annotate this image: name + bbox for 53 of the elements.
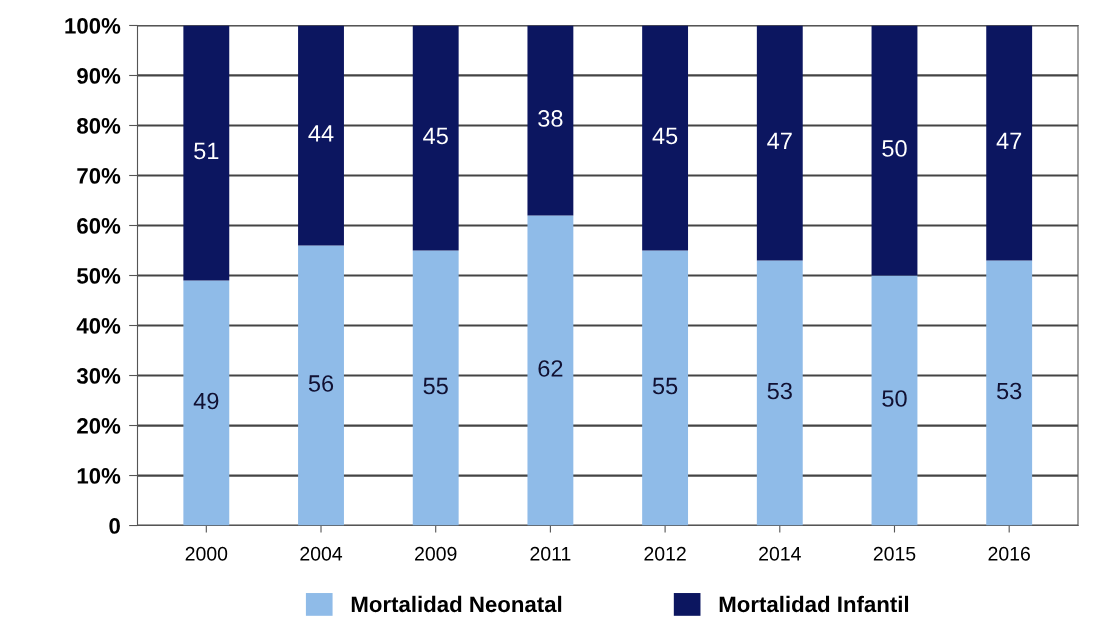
- bar: [298, 245, 344, 526]
- y-tick-label: 80%: [77, 118, 121, 134]
- bar: [527, 215, 574, 526]
- data-label: 55: [423, 377, 448, 395]
- legend-label: Mortalidad Infantil: [719, 595, 909, 613]
- data-label: 50: [882, 390, 907, 407]
- data-label: 62: [538, 360, 563, 377]
- y-tick-label: 90%: [77, 68, 121, 84]
- bar: [298, 25, 344, 246]
- legend-label: Mortalidad Neonatal: [351, 595, 562, 613]
- y-tick-label: 60%: [77, 218, 121, 234]
- data-label: 49: [193, 392, 219, 410]
- y-tick-label: 10%: [77, 468, 121, 484]
- bar: [756, 260, 803, 526]
- data-label: 44: [308, 125, 334, 142]
- data-label: 45: [423, 127, 448, 145]
- bar: [642, 250, 689, 526]
- data-label: 53: [767, 382, 792, 400]
- data-label: 45: [652, 127, 678, 145]
- bar: [871, 275, 918, 526]
- data-label: 47: [996, 132, 1022, 150]
- y-tick-label: 70%: [77, 168, 121, 184]
- data-label: 51: [194, 142, 219, 160]
- bar: [183, 280, 230, 526]
- y-tick-label: 100%: [65, 18, 121, 34]
- data-label: 53: [997, 382, 1022, 400]
- bar: [183, 25, 230, 281]
- x-tick-label: 2004: [300, 546, 343, 561]
- x-tick-label: 2011: [530, 546, 571, 561]
- bar: [527, 25, 574, 216]
- data-label: 55: [652, 377, 678, 395]
- x-tick-label: 2016: [988, 546, 1030, 561]
- bar: [871, 25, 918, 276]
- y-tick-label: 40%: [76, 318, 121, 334]
- x-tick-label: 2012: [644, 546, 686, 561]
- data-label: 56: [308, 375, 334, 392]
- bar: [986, 25, 1033, 261]
- data-label: 50: [882, 140, 907, 157]
- x-tick-label: 2015: [873, 546, 916, 561]
- x-tick-label: 2009: [415, 546, 457, 561]
- data-label: 47: [767, 132, 792, 150]
- y-tick-label: 30%: [76, 368, 121, 384]
- bar: [986, 260, 1033, 526]
- x-tick-label: 2000: [185, 546, 228, 561]
- y-tick-label: 20%: [77, 418, 121, 434]
- bar: [412, 250, 459, 526]
- data-label: 38: [538, 110, 563, 127]
- x-tick-label: 2014: [759, 546, 801, 561]
- y-tick-label: 50%: [77, 268, 121, 284]
- bar: [412, 25, 459, 251]
- y-tick-label: 0: [109, 518, 120, 534]
- bar: [756, 25, 803, 261]
- bar: [642, 25, 689, 251]
